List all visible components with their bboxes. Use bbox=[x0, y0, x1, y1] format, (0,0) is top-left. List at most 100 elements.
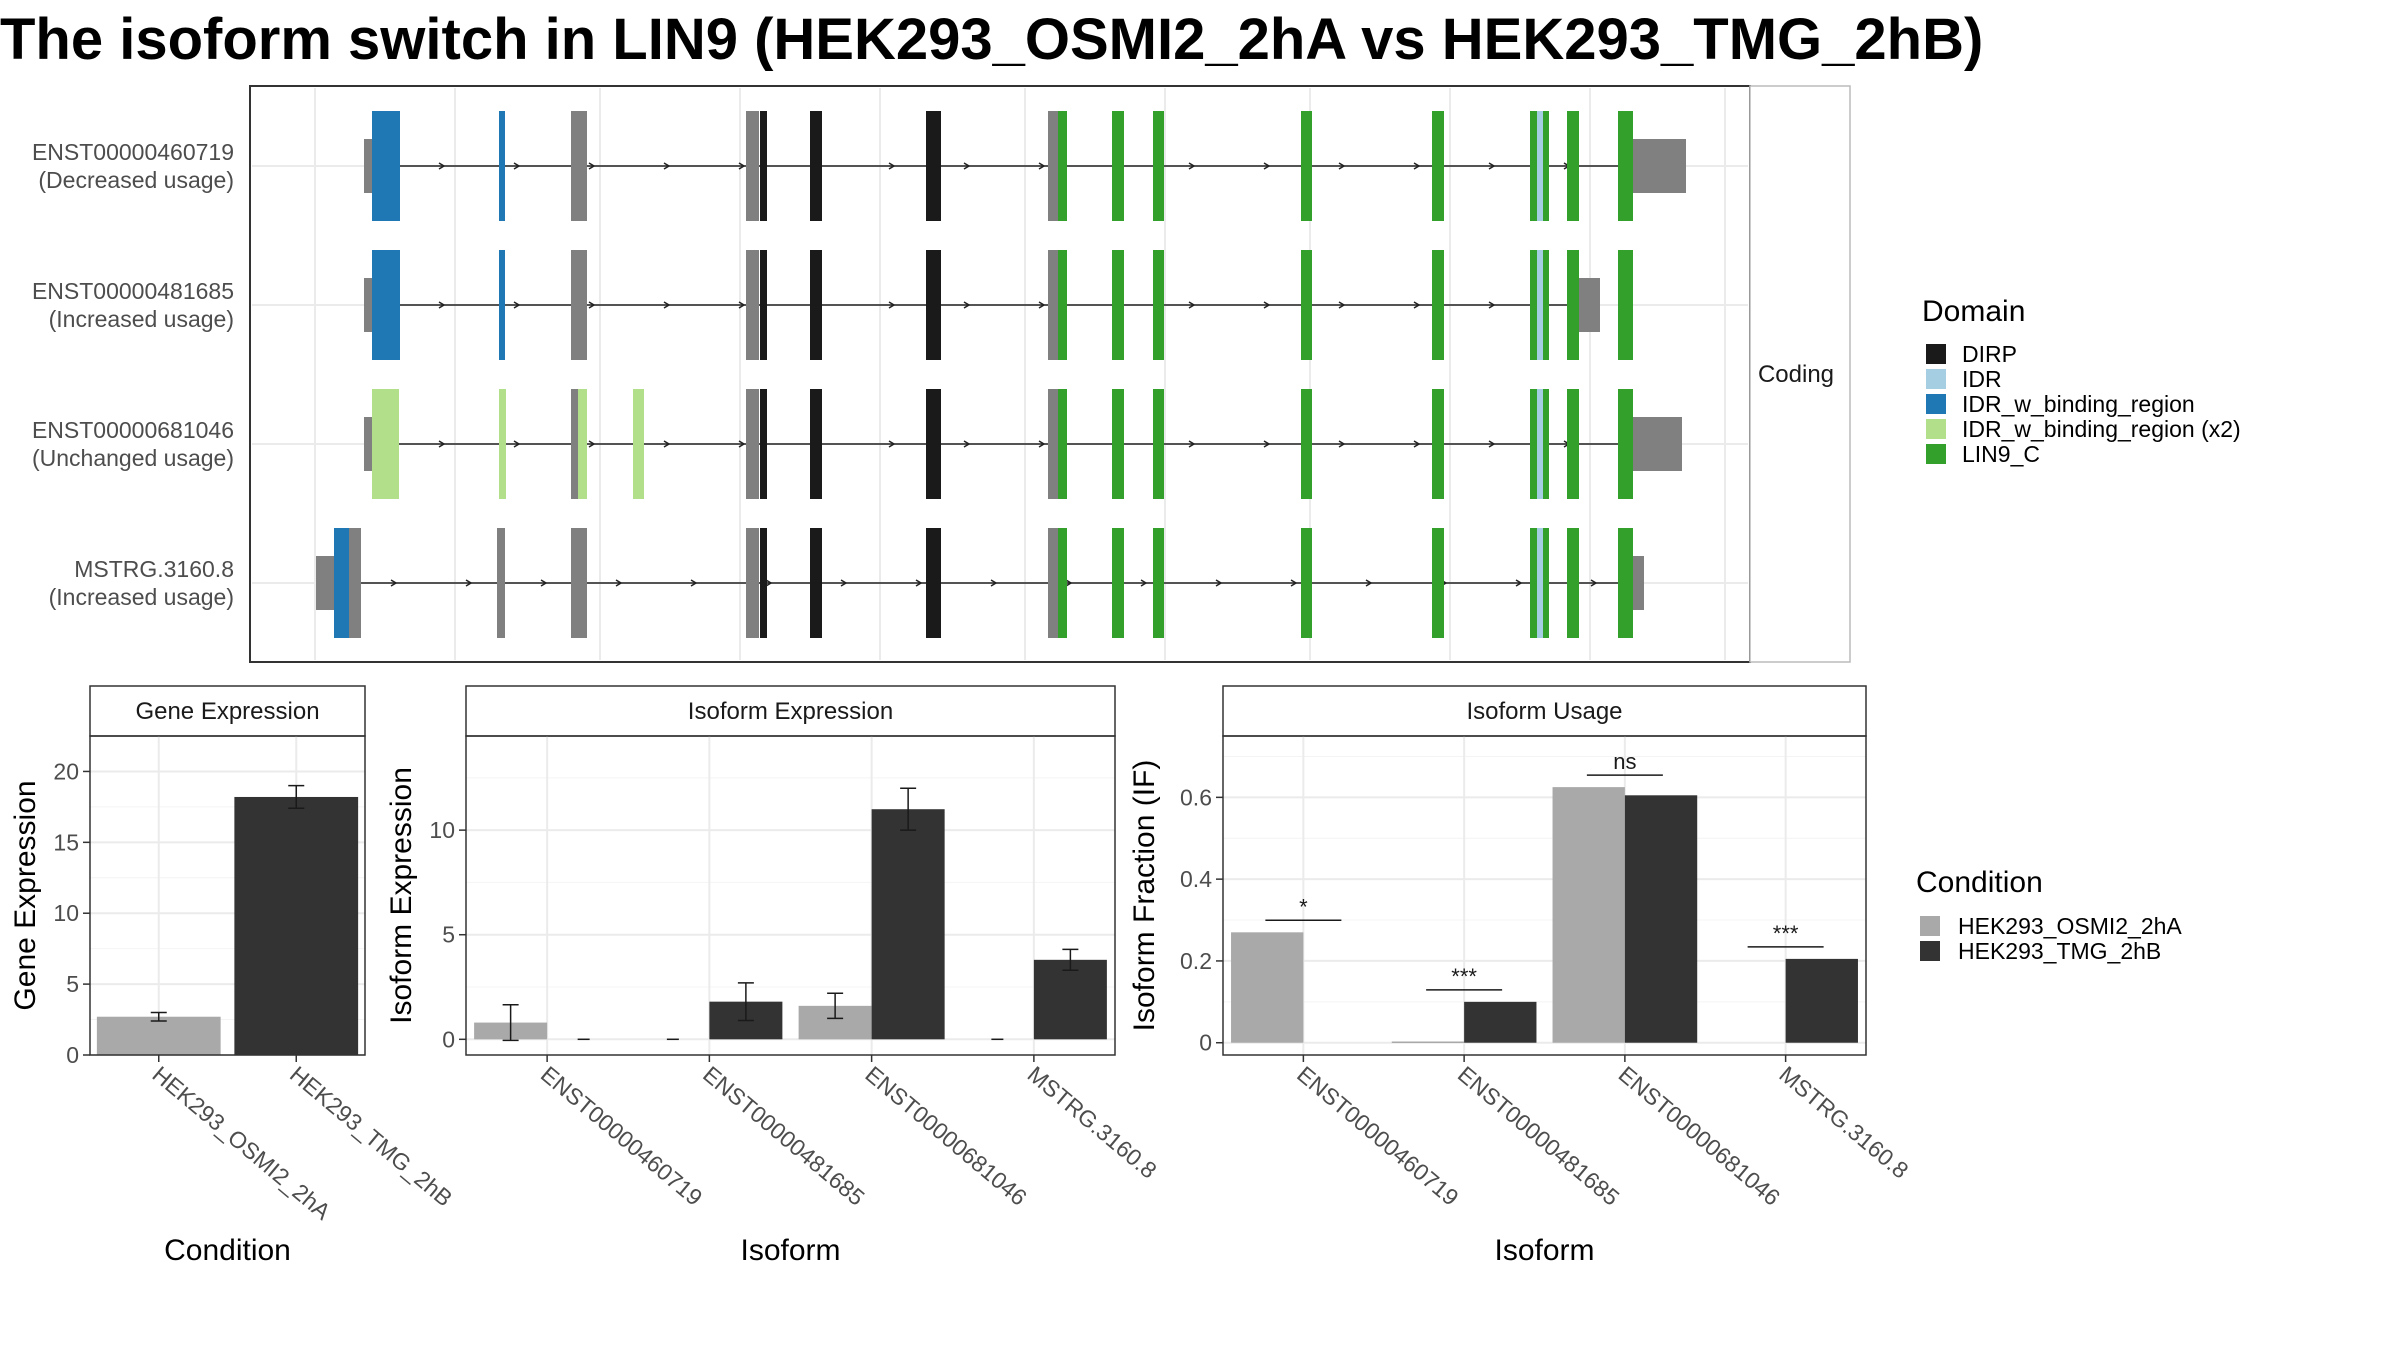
strand-arrow bbox=[1038, 162, 1046, 170]
bar bbox=[1391, 1041, 1465, 1044]
strand-arrow bbox=[1188, 301, 1196, 309]
exon-block bbox=[1530, 389, 1537, 499]
exon-block bbox=[1058, 111, 1067, 221]
strand-arrow bbox=[588, 440, 596, 448]
x-axis-title: Isoform bbox=[1494, 1234, 1594, 1267]
exon-block bbox=[1153, 389, 1164, 499]
exon-block bbox=[1567, 389, 1579, 499]
exon-block bbox=[1530, 250, 1537, 360]
exon-block bbox=[1543, 111, 1549, 221]
domain-legend-swatch bbox=[1926, 369, 1946, 389]
transcript-status-label: (Decreased usage) bbox=[38, 167, 234, 193]
exon-block bbox=[364, 278, 372, 332]
exon-block bbox=[1543, 389, 1549, 499]
transcript-status-label: (Increased usage) bbox=[49, 584, 234, 610]
strand-arrow bbox=[1488, 162, 1496, 170]
strand-arrow bbox=[1488, 301, 1496, 309]
strand-arrow bbox=[513, 440, 521, 448]
strand-arrow bbox=[1413, 440, 1421, 448]
panel-frame bbox=[1222, 735, 1867, 1056]
strand-arrow bbox=[1038, 301, 1046, 309]
significance-label: *** bbox=[1451, 964, 1477, 989]
exon-block bbox=[1058, 389, 1067, 499]
error-bar bbox=[502, 1004, 519, 1042]
exon-block bbox=[499, 111, 505, 221]
exon-block bbox=[316, 556, 334, 610]
exon-block bbox=[1530, 111, 1537, 221]
significance-label: * bbox=[1299, 894, 1308, 919]
exon-block bbox=[1432, 528, 1444, 638]
strand-arrow bbox=[513, 301, 521, 309]
condition-legend-label: HEK293_OSMI2_2hA bbox=[1958, 913, 2182, 939]
exon-block bbox=[1112, 389, 1124, 499]
bar bbox=[1785, 958, 1858, 1043]
strand-arrow bbox=[663, 301, 671, 309]
strand-arrow bbox=[438, 301, 446, 309]
exon-block bbox=[499, 389, 506, 499]
strand-arrow bbox=[663, 440, 671, 448]
exon-block bbox=[1048, 528, 1058, 638]
x-tick-label: ENST00000681046 bbox=[1614, 1061, 1786, 1211]
panel-title: Isoform Expression bbox=[688, 698, 893, 725]
domain-legend-swatch bbox=[1926, 444, 1946, 464]
x-tick-label: MSTRG.3160.8 bbox=[1774, 1061, 1913, 1184]
condition-legend-swatch bbox=[1920, 916, 1940, 936]
domain-legend-label: IDR_w_binding_region (x2) bbox=[1962, 416, 2241, 442]
bar bbox=[1231, 932, 1304, 1043]
exon-block bbox=[1058, 528, 1067, 638]
strand-arrow bbox=[738, 440, 746, 448]
strand-arrow bbox=[1140, 579, 1148, 587]
x-tick-label: ENST00000481685 bbox=[698, 1061, 870, 1211]
strand-arrow bbox=[588, 301, 596, 309]
exon-block bbox=[1048, 111, 1058, 221]
exon-block bbox=[1578, 278, 1600, 332]
bar bbox=[1033, 959, 1107, 1040]
domain-legend-label: DIRP bbox=[1962, 341, 2017, 367]
strand-arrow bbox=[765, 579, 773, 587]
coding-strip-box bbox=[1749, 85, 1851, 663]
exon-block bbox=[746, 111, 759, 221]
y-tick-label: 0 bbox=[1199, 1030, 1212, 1056]
strand-arrow bbox=[888, 301, 896, 309]
strand-arrow bbox=[513, 162, 521, 170]
domain-legend-swatch bbox=[1926, 344, 1946, 364]
strand-arrow bbox=[588, 162, 596, 170]
exon-block bbox=[499, 250, 505, 360]
strand-arrow bbox=[888, 440, 896, 448]
exon-block bbox=[1567, 111, 1579, 221]
exon-block bbox=[746, 250, 759, 360]
exon-block bbox=[1633, 417, 1682, 471]
exon-block bbox=[760, 528, 767, 638]
transcript-name-label: ENST00000681046 bbox=[32, 417, 234, 443]
error-bar bbox=[150, 1011, 167, 1022]
bar bbox=[234, 796, 359, 1055]
exon-block bbox=[1432, 389, 1444, 499]
exon-block bbox=[1058, 250, 1067, 360]
exon-block bbox=[1112, 528, 1124, 638]
transcript-name-label: ENST00000460719 bbox=[32, 139, 234, 165]
exon-block bbox=[926, 250, 941, 360]
bar bbox=[871, 809, 945, 1040]
exon-block bbox=[578, 389, 587, 499]
strand-arrow bbox=[663, 162, 671, 170]
error-bar bbox=[288, 784, 305, 810]
y-axis-title: Isoform Fraction (IF) bbox=[1128, 760, 1161, 1032]
exon-block bbox=[1432, 111, 1444, 221]
exon-block bbox=[746, 528, 759, 638]
exon-block bbox=[1543, 528, 1549, 638]
transcript-status-label: (Unchanged usage) bbox=[32, 445, 234, 471]
exon-block bbox=[1618, 250, 1633, 360]
exon-block bbox=[1537, 111, 1543, 221]
panel-frame bbox=[89, 735, 366, 1056]
strand-arrow bbox=[1338, 162, 1346, 170]
domain-legend-title: Domain bbox=[1922, 295, 2025, 328]
domain-legend-swatch bbox=[1926, 394, 1946, 414]
exon-block bbox=[1537, 389, 1543, 499]
exon-block bbox=[760, 389, 767, 499]
strand-arrow bbox=[1188, 162, 1196, 170]
strand-arrow bbox=[840, 579, 848, 587]
transcript-structure-panel: ENST00000460719(Decreased usage) ENST0000… bbox=[32, 85, 1851, 663]
domain-legend-label: IDR_w_binding_region bbox=[1962, 391, 2195, 417]
exon-block bbox=[810, 111, 822, 221]
exon-block bbox=[1618, 111, 1633, 221]
